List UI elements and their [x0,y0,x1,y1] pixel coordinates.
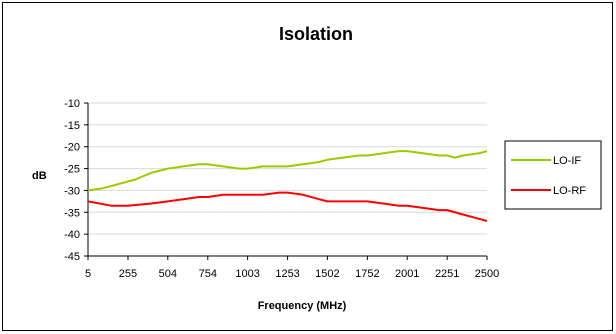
y-tick-label: -35 [64,207,80,219]
y-axis-title: dB [32,170,47,182]
x-tick-label: 2001 [395,268,419,280]
chart-title: Isolation [279,24,353,44]
series-line-lo-rf [88,193,487,221]
x-tick-label: 1752 [355,268,379,280]
y-tick-label: -40 [64,229,80,241]
x-tick-label: 1253 [275,268,299,280]
x-tick-label: 1502 [315,268,339,280]
x-tick-label: 2500 [475,268,499,280]
x-tick-label: 255 [119,268,137,280]
legend-label: LO-RF [553,185,586,197]
x-tick-label: 2251 [435,268,459,280]
x-tick-label: 754 [199,268,217,280]
y-tick-label: -20 [64,142,80,154]
y-tick-label: -10 [64,98,80,110]
y-tick-label: -25 [64,164,80,176]
legend-label: LO-IF [553,155,581,167]
x-axis-title: Frequency (MHz) [258,300,347,312]
y-tick-label: -45 [64,251,80,263]
y-tick-label: -15 [64,120,80,132]
y-tick-label: -30 [64,185,80,197]
x-tick-label: 504 [159,268,177,280]
legend-box [505,141,601,209]
x-tick-label: 1003 [235,268,259,280]
x-tick-label: 5 [85,268,91,280]
series-line-lo-if [88,151,487,190]
